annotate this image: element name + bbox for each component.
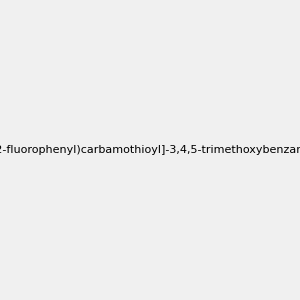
Text: N-[(2-fluorophenyl)carbamothioyl]-3,4,5-trimethoxybenzamide: N-[(2-fluorophenyl)carbamothioyl]-3,4,5-… (0, 145, 300, 155)
